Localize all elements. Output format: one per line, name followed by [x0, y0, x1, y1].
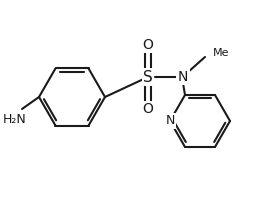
Text: O: O: [143, 38, 153, 52]
Text: H₂N: H₂N: [3, 112, 27, 125]
Text: N: N: [178, 70, 188, 84]
Text: O: O: [143, 102, 153, 116]
Text: S: S: [143, 70, 153, 85]
Text: Me: Me: [213, 48, 230, 58]
Text: N: N: [165, 114, 175, 127]
